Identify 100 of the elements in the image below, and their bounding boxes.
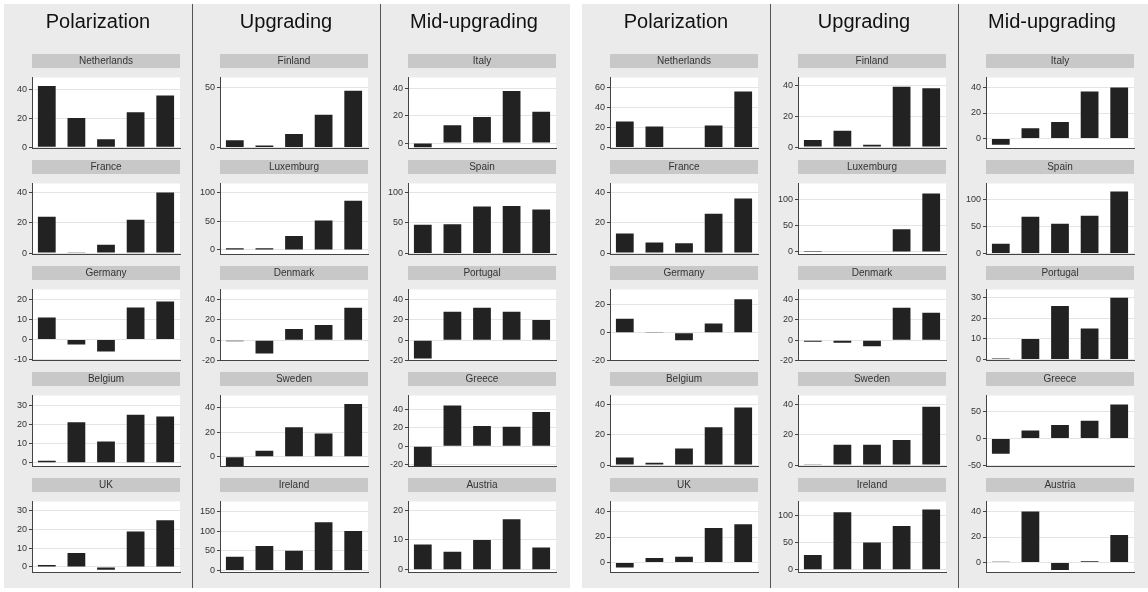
y-tick-label: 10 xyxy=(970,333,981,344)
bar xyxy=(1051,305,1069,360)
bar xyxy=(97,567,115,570)
y-tick-label: 20 xyxy=(204,426,215,437)
bar xyxy=(413,446,432,467)
bar xyxy=(314,114,333,147)
y-tick-label: 20 xyxy=(782,429,793,440)
bar xyxy=(1080,91,1099,138)
bar xyxy=(922,88,941,147)
y-tick-label: 100 xyxy=(777,193,793,204)
y-tick-label: -20 xyxy=(779,355,793,366)
bar xyxy=(97,244,115,253)
bar xyxy=(833,512,852,570)
bar xyxy=(97,139,115,147)
bar xyxy=(502,205,521,253)
bar xyxy=(892,526,911,570)
bar xyxy=(675,448,693,465)
y-tick-label: 20 xyxy=(970,531,981,542)
bar xyxy=(97,340,115,352)
y-tick-label: 50 xyxy=(392,217,403,228)
chart-title: Spain xyxy=(986,160,1134,174)
y-tick-label: 0 xyxy=(975,354,981,365)
chart-title: Netherlands xyxy=(32,54,180,68)
bar xyxy=(615,233,634,253)
y-tick-label: 20 xyxy=(782,314,793,325)
chart-title: Denmark xyxy=(798,266,946,280)
bar xyxy=(473,425,491,446)
bar xyxy=(803,555,822,570)
chart-title: UK xyxy=(32,478,180,492)
y-tick-label: 20 xyxy=(594,122,605,133)
text: Upgrading xyxy=(816,10,912,33)
y-tick-label: 0 xyxy=(21,334,27,345)
bar xyxy=(413,340,432,359)
y-tick-label: 40 xyxy=(392,82,403,93)
bar xyxy=(532,319,551,340)
y-tick-label: 0 xyxy=(209,141,215,152)
bar xyxy=(443,311,462,340)
chart-title: Ireland xyxy=(220,478,368,492)
bar xyxy=(37,317,56,340)
bar xyxy=(225,457,244,467)
y-tick-label: 40 xyxy=(782,294,793,305)
bar xyxy=(734,91,753,148)
y-tick-label: 50 xyxy=(970,221,981,232)
y-tick-label: 60 xyxy=(594,81,605,92)
bar xyxy=(285,134,303,147)
y-tick-label: -20 xyxy=(201,355,215,366)
bar xyxy=(645,557,664,562)
bar xyxy=(892,86,911,147)
chart-title: Spain xyxy=(408,160,556,174)
bar xyxy=(67,118,86,147)
bar xyxy=(502,426,521,446)
bar xyxy=(67,340,86,345)
bar xyxy=(675,333,693,341)
bar xyxy=(502,519,521,570)
y-tick-label: 20 xyxy=(392,422,403,433)
chart-title: France xyxy=(32,160,180,174)
chart-title: Sweden xyxy=(798,372,946,386)
y-tick-label: 40 xyxy=(970,82,981,93)
bar xyxy=(473,307,491,340)
y-tick-label: -20 xyxy=(591,355,605,366)
bar xyxy=(734,299,753,333)
text: Upgrading xyxy=(238,10,334,33)
bar xyxy=(1110,87,1129,138)
chart-title: Netherlands xyxy=(610,54,758,68)
bar xyxy=(892,440,911,465)
y-tick-label: 0 xyxy=(787,564,793,575)
y-tick-label: 0 xyxy=(599,247,605,258)
y-tick-label: 40 xyxy=(16,186,27,197)
chart-title: Germany xyxy=(32,266,180,280)
bar xyxy=(344,200,363,250)
chart-title: Portugal xyxy=(986,266,1134,280)
bar xyxy=(225,140,244,147)
y-tick-label: 0 xyxy=(787,141,793,152)
bar xyxy=(532,547,551,570)
bar xyxy=(443,224,462,253)
text: Polarization xyxy=(44,10,152,33)
y-tick-label: 20 xyxy=(970,312,981,323)
bar xyxy=(704,125,723,148)
chart-title: Belgium xyxy=(32,372,180,386)
y-tick-label: 0 xyxy=(209,334,215,345)
y-tick-label: 40 xyxy=(392,294,403,305)
bar xyxy=(314,325,333,340)
y-tick-label: 20 xyxy=(16,217,27,228)
bar xyxy=(413,224,432,253)
bar xyxy=(67,552,86,567)
bar xyxy=(1051,425,1069,439)
bar xyxy=(991,243,1010,254)
chart-title: Denmark xyxy=(220,266,368,280)
bar xyxy=(473,206,491,253)
bar xyxy=(1080,328,1099,360)
y-tick-label: 50 xyxy=(970,406,981,417)
bar xyxy=(502,311,521,340)
y-tick-label: 20 xyxy=(392,110,403,121)
bar xyxy=(532,412,551,446)
y-tick-label: 20 xyxy=(594,429,605,440)
bar xyxy=(615,318,634,333)
y-tick-label: 20 xyxy=(16,418,27,429)
y-tick-label: 0 xyxy=(599,556,605,567)
y-tick-label: 0 xyxy=(397,137,403,148)
y-tick-label: 100 xyxy=(965,194,981,205)
